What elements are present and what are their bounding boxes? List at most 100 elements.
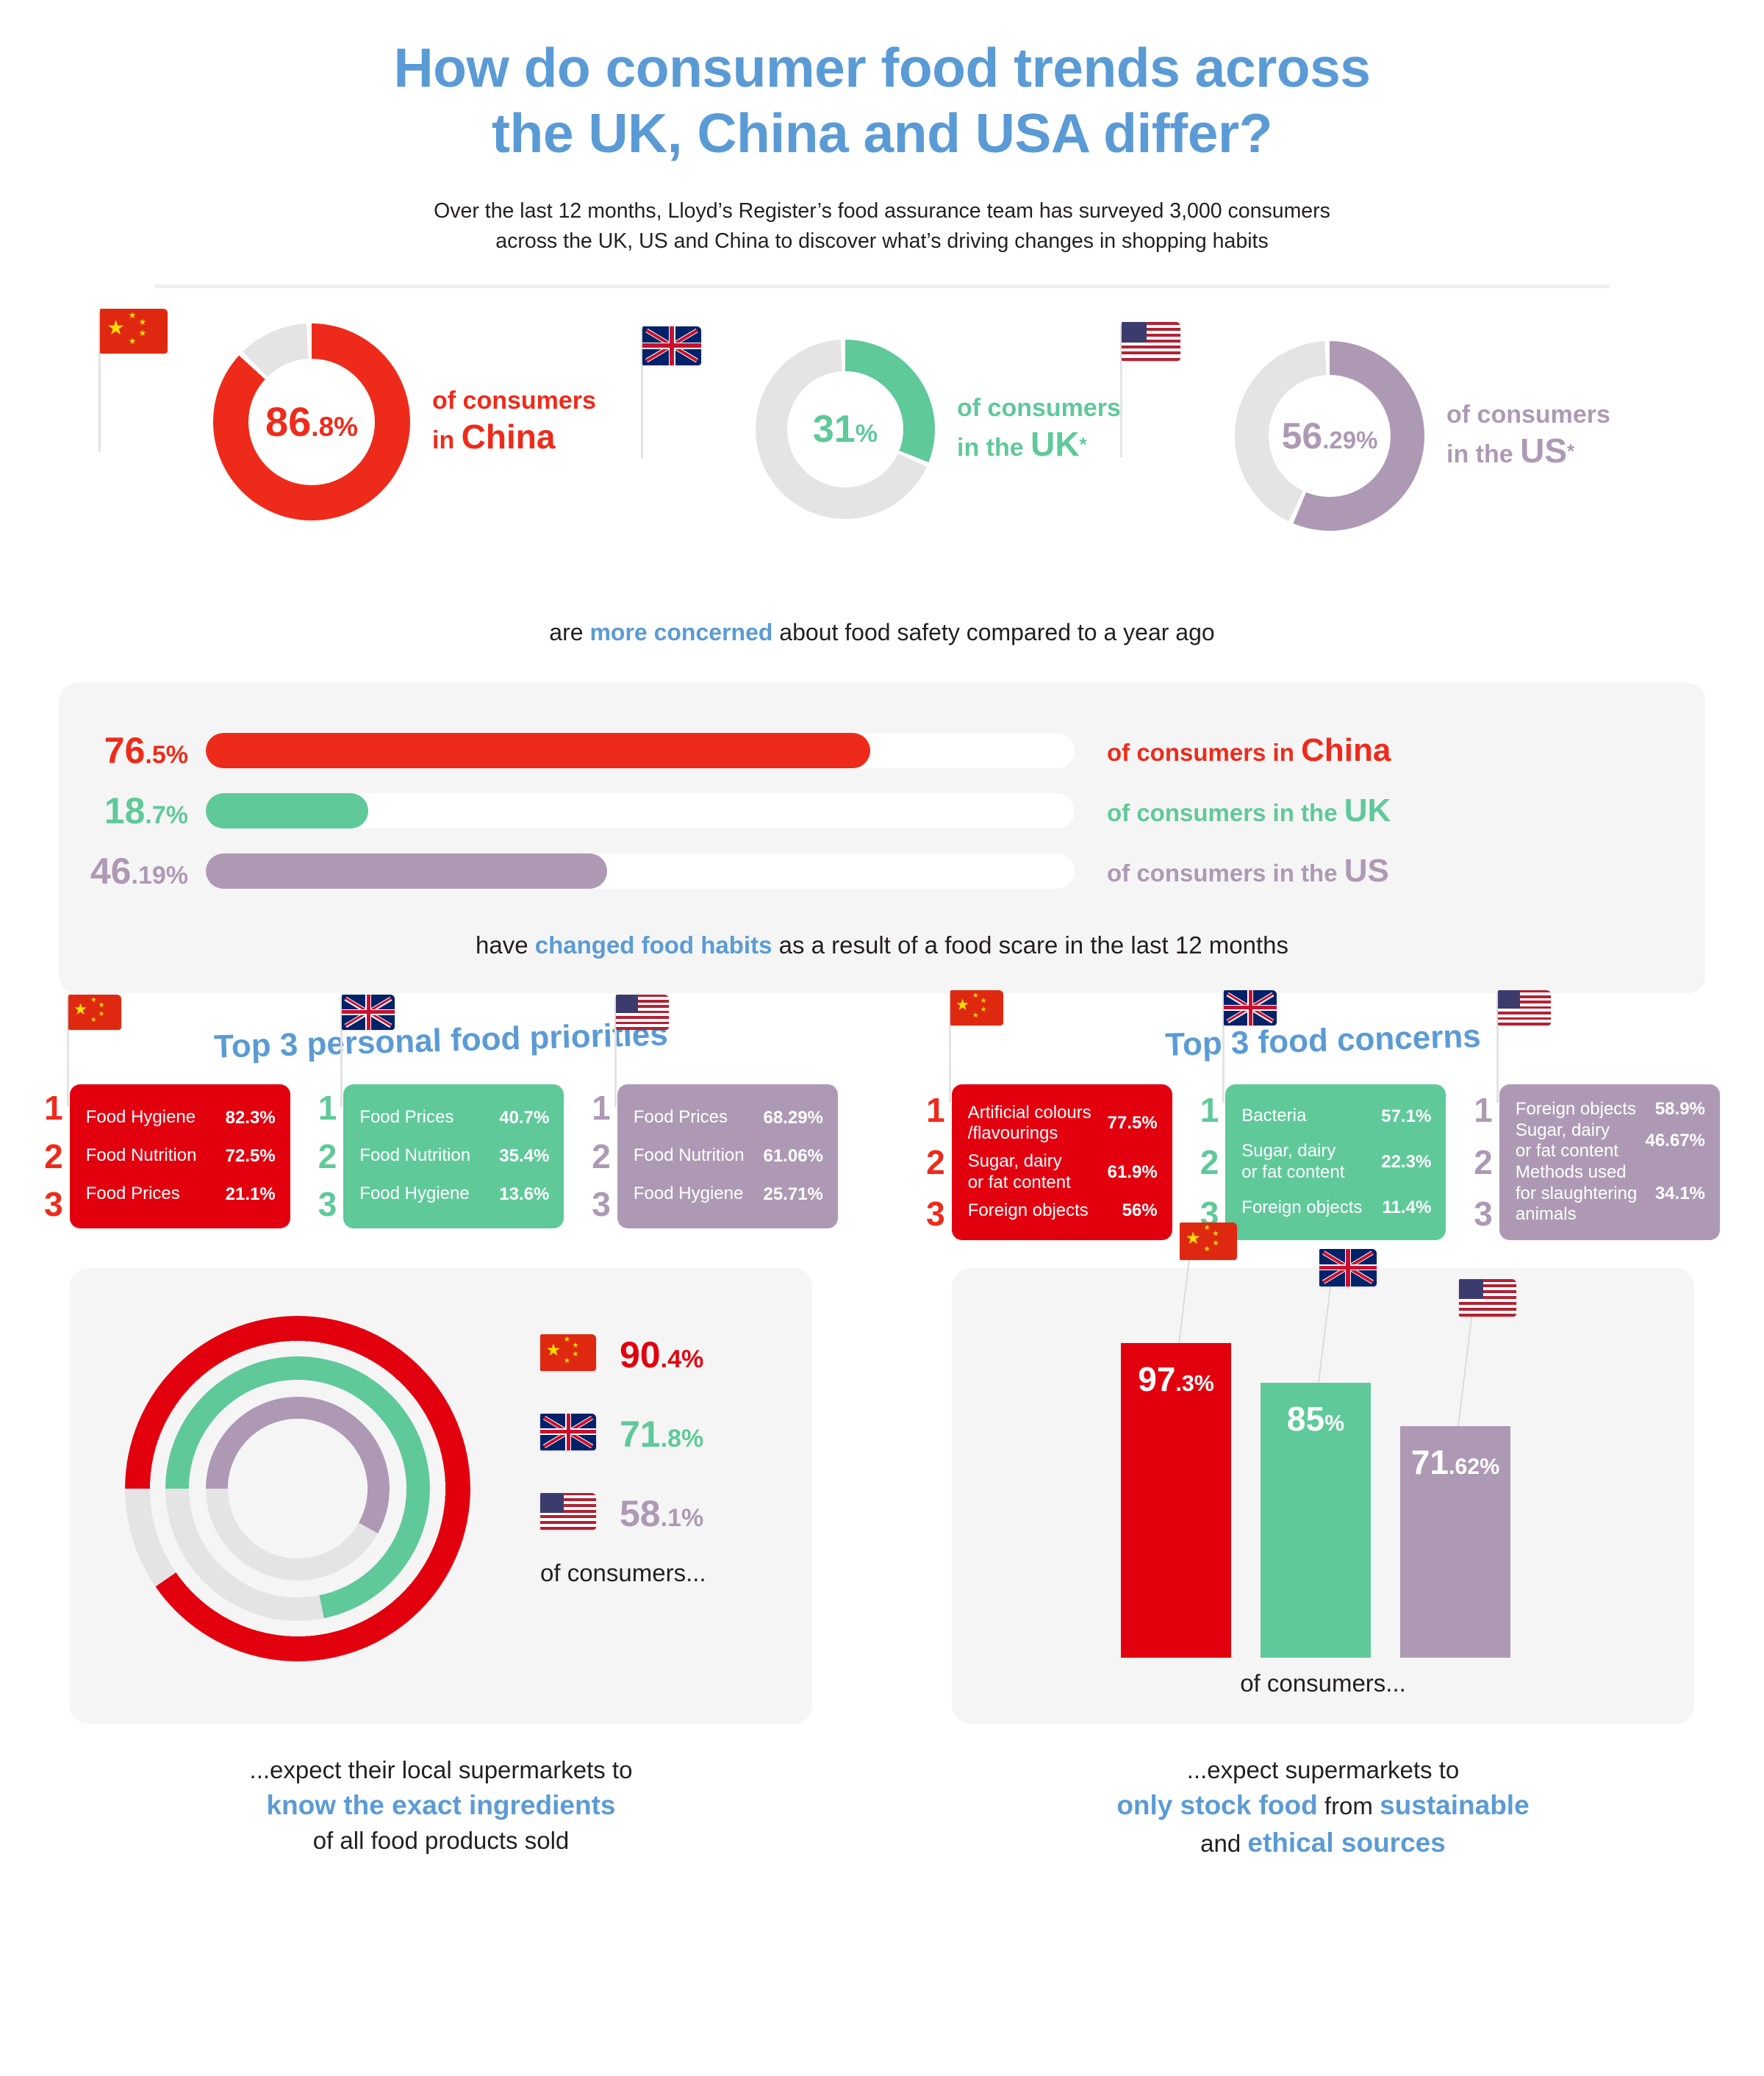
habits-tagline-highlight: changed food habits (534, 931, 772, 959)
top3-item: Foreign objects 56% (968, 1200, 1158, 1221)
top3-item-value: 68.29% (763, 1107, 823, 1128)
radial-legend-row: 58.1% (540, 1492, 706, 1534)
sustainable-bar-value: 71.62% (1400, 1442, 1510, 1482)
rank-number: 2 (1474, 1142, 1493, 1181)
sustainable-block: 97.3% ★ ★ ★ ★ ★ 85% 71.62% of consumers... ...ex… (882, 1222, 1764, 1862)
radial-value-frac: .1% (660, 1503, 704, 1532)
donut-ring: 86.8% (213, 323, 410, 520)
top3-item-value: 34.1% (1654, 1183, 1705, 1203)
rank-number: 2 (44, 1137, 63, 1175)
habit-progress-fill (206, 853, 607, 889)
top3-item: Food Nutrition 35.4% (359, 1145, 549, 1166)
top3-item-value: 22.3% (1381, 1151, 1432, 1172)
top3-item-value: 56% (1122, 1200, 1158, 1221)
sustainable-bar-value: 85% (1261, 1399, 1371, 1439)
donut-value-int: 31 (812, 407, 856, 451)
donut-value-frac: .8% (311, 411, 358, 442)
radial-value-int: 71 (620, 1413, 661, 1455)
donut-value: 56.29% (1282, 418, 1378, 454)
habit-value: 76.5% (59, 732, 206, 769)
rank-column: 1 2 3 (926, 1084, 952, 1240)
top3-item: Food Nutrition 61.06% (634, 1145, 823, 1166)
habits-tagline: have changed food habits as a result of … (59, 931, 1705, 959)
header-divider (154, 284, 1610, 288)
top3-item: Artificial colours/flavourings 77.5% (968, 1103, 1158, 1145)
habit-progress-fill (206, 792, 369, 828)
tagline-pre: are (549, 618, 590, 645)
top3-item-name: Sugar, dairy or fat content (1241, 1141, 1345, 1182)
rank-number: 3 (592, 1184, 611, 1223)
top3-card-unit: 1 2 3 Food Hygiene 82.3% Food Nutrition 72.5% F… (44, 994, 290, 1228)
top3-item: Food Hygiene 25.71% (634, 1184, 823, 1204)
top3-card-unit: 1 2 3 Food Prices 40.7% Food Nutrition 35.4% Fo… (318, 994, 564, 1228)
radial-legend: ★ ★ ★ ★ ★ 90.4% 71.8% 58.1% of consumers... (540, 1334, 706, 1587)
top3-card: Bacteria 57.1% Sugar, dairy or fat content 2… (1222, 989, 1446, 1240)
top3-item-value: 11.4% (1382, 1197, 1432, 1217)
top3-item-name: Bacteria (1241, 1106, 1307, 1126)
top3-item: Food Nutrition 72.5% (86, 1145, 276, 1166)
rank-number: 2 (926, 1142, 945, 1181)
top3-item-value: 72.5% (225, 1145, 276, 1166)
habit-progress-track (206, 853, 1075, 889)
radial-legend-value: 71.8% (620, 1416, 703, 1453)
donut-value-int: 86 (265, 398, 312, 445)
top3-item-value: 77.5% (1107, 1113, 1158, 1133)
donut-label-small: of consumers (1446, 400, 1610, 429)
title-line-2: the UK, China and USA differ? (492, 101, 1272, 164)
habit-row: 18.7% of consumers in the UK (59, 783, 1705, 839)
sustainable-of-consumers: of consumers... (1240, 1669, 1406, 1697)
rank-number: 3 (44, 1184, 63, 1223)
top3-item: Methods used for slaughtering animals 34.1% (1516, 1162, 1705, 1225)
top3-item: Foreign objects 58.9% (1516, 1099, 1705, 1120)
top3-card: Artificial colours/flavourings 77.5% Sugar… (948, 989, 1172, 1240)
donut-value-int: 56 (1281, 415, 1323, 457)
donut-label-big: in the US* (1446, 432, 1575, 470)
food-safety-tagline: are more concerned about food safety com… (0, 619, 1764, 646)
top3-item-name: Sugar, dairy or fat content (967, 1151, 1071, 1192)
donut-unit-us: 56.29% of consumers in the US* (1120, 321, 1610, 531)
subtitle-line-2: across the UK, US and China to discover … (495, 229, 1269, 254)
page-header: How do consumer food trends across the U… (0, 0, 1764, 288)
bar-value-int: 97 (1138, 1359, 1176, 1398)
top3-item-name: Food Hygiene (85, 1107, 196, 1128)
habit-value: 18.7% (59, 792, 206, 829)
habit-value: 46.19% (59, 853, 206, 890)
habit-row: 76.5% of consumers in China (59, 723, 1705, 778)
top3-item-value: 13.6% (499, 1184, 550, 1204)
top3-item-name: Food Nutrition (85, 1145, 197, 1166)
title-line-1: How do consumer food trends across (393, 37, 1371, 99)
radial-of-consumers: of consumers... (540, 1558, 706, 1586)
habits-tagline-pre: have (476, 931, 535, 959)
donut-label-big: in the UK* (957, 425, 1087, 464)
rank-column: 1 2 3 (592, 1084, 617, 1228)
donut-label-big: in China (432, 418, 556, 457)
habit-value-frac: .5% (145, 740, 188, 769)
habit-progress-fill (206, 732, 871, 768)
habit-value-int: 18 (104, 790, 146, 831)
habits-tagline-post: as a result of a food scare in the last … (772, 931, 1288, 959)
ingredients-caption: ...expect their local supermarkets to kn… (250, 1753, 633, 1858)
bar-value-frac: % (1324, 1411, 1345, 1436)
page-subtitle: Over the last 12 months, Lloyd’s Registe… (0, 196, 1764, 257)
sustainable-bar: 97.3% (1121, 1342, 1231, 1658)
top3-item-name: Food Nutrition (633, 1145, 745, 1166)
sustainable-caption-line-3-pre: and (1200, 1830, 1248, 1858)
rank-column: 1 2 3 (44, 1084, 70, 1228)
sustainable-bar-value: 97.3% (1121, 1359, 1231, 1399)
concerns-cards: 1 2 3 Artificial colours/flavourings 77.5% Su… (882, 989, 1764, 1240)
rank-number: 1 (1474, 1090, 1493, 1129)
radial-legend-value: 58.1% (620, 1495, 703, 1532)
sustainable-panel: 97.3% ★ ★ ★ ★ ★ 85% 71.62% of consumers... (952, 1222, 1694, 1724)
rank-number: 3 (926, 1195, 945, 1234)
top3-item: Food Prices 68.29% (634, 1107, 823, 1128)
sustainable-highlight-3: ethical sources (1247, 1828, 1446, 1858)
changed-food-habits-panel: 76.5% of consumers in China 18.7% of consum… (59, 682, 1705, 993)
top3-item-name: Food Hygiene (359, 1184, 470, 1204)
top3-item-value: 61.9% (1107, 1162, 1158, 1182)
donut-label: of consumers in the UK* (957, 393, 1121, 465)
top3-item-name: Food Prices (359, 1107, 454, 1128)
top3-item-name: Foreign objects (1241, 1197, 1363, 1217)
sustainable-highlight-1: only stock food (1116, 1790, 1318, 1821)
radial-value-int: 58 (620, 1492, 661, 1534)
ingredients-caption-line-3: of all food products sold (312, 1827, 570, 1855)
